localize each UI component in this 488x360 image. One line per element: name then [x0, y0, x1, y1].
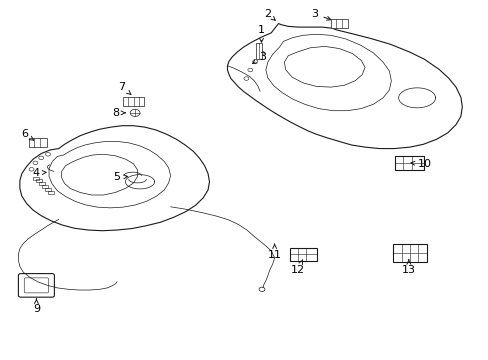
FancyBboxPatch shape [122, 97, 144, 106]
Text: 10: 10 [410, 159, 430, 169]
Text: 5: 5 [113, 172, 127, 182]
FancyBboxPatch shape [394, 156, 424, 170]
Text: 4: 4 [33, 168, 46, 178]
Bar [36, 179, 42, 182]
Text: 3: 3 [311, 9, 330, 20]
Text: 11: 11 [267, 244, 281, 260]
FancyBboxPatch shape [19, 274, 54, 297]
Bar [33, 177, 39, 180]
Text: 12: 12 [290, 260, 305, 275]
FancyBboxPatch shape [392, 244, 426, 262]
Text: 7: 7 [118, 82, 131, 94]
Bar [42, 185, 48, 188]
Circle shape [130, 109, 140, 116]
FancyBboxPatch shape [256, 43, 262, 59]
FancyBboxPatch shape [330, 19, 347, 28]
FancyBboxPatch shape [29, 138, 46, 147]
Text: 8: 8 [112, 108, 125, 118]
Text: 2: 2 [264, 9, 275, 20]
Text: 9: 9 [33, 299, 40, 314]
Text: 3: 3 [252, 52, 266, 64]
Text: 13: 13 [401, 260, 415, 275]
Text: 6: 6 [21, 129, 34, 140]
FancyBboxPatch shape [289, 248, 317, 261]
Bar [39, 182, 45, 185]
Text: 1: 1 [258, 25, 264, 42]
Bar [48, 191, 54, 194]
Bar [45, 188, 51, 191]
